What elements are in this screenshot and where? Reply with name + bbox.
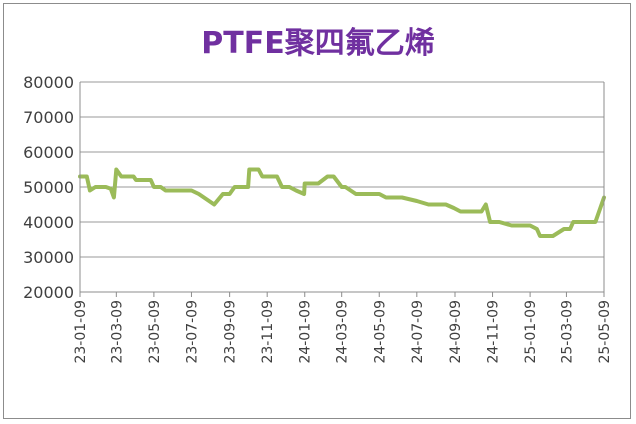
x-tick-label: 23-05-09 <box>147 300 163 364</box>
y-tick-label: 70000 <box>23 108 74 127</box>
x-tick-label: 24-01-09 <box>298 300 314 364</box>
x-tick-label: 24-07-09 <box>410 300 426 364</box>
chart-title: PTFE聚四氟乙烯 <box>201 26 435 61</box>
x-tick-label: 23-09-09 <box>223 300 239 364</box>
y-tick-label: 80000 <box>23 73 74 92</box>
data-series <box>78 167 606 238</box>
y-tick-label: 20000 <box>23 283 74 302</box>
x-tick-label: 23-11-09 <box>260 300 276 364</box>
series-line <box>78 167 606 238</box>
y-tick-label: 30000 <box>23 248 74 267</box>
x-tick-label: 25-05-09 <box>597 300 613 364</box>
axes <box>79 82 605 297</box>
x-tick-label: 23-03-09 <box>109 300 125 364</box>
x-tick-label: 23-07-09 <box>184 300 200 364</box>
x-tick-label: 23-01-09 <box>73 300 89 364</box>
y-tick-label: 50000 <box>23 178 74 197</box>
y-axis-tick-labels: 20000 30000 40000 50000 60000 70000 80000 <box>23 73 74 302</box>
y-tick-label: 40000 <box>23 213 74 232</box>
y-tick-label: 60000 <box>23 143 74 162</box>
x-tick-label: 25-01-09 <box>523 300 539 364</box>
x-tick-label: 24-09-09 <box>448 300 464 364</box>
x-tick-label: 24-03-09 <box>335 300 351 364</box>
x-tick-label: 25-03-09 <box>559 300 575 364</box>
chart-frame <box>3 3 631 419</box>
x-tick-label: 24-11-09 <box>486 300 502 364</box>
x-tick-label: 24-05-09 <box>372 300 388 364</box>
gridlines <box>80 81 604 293</box>
x-axis-tick-labels: 23-01-09 23-03-09 23-05-09 23-07-09 23-09-09… <box>73 300 613 364</box>
